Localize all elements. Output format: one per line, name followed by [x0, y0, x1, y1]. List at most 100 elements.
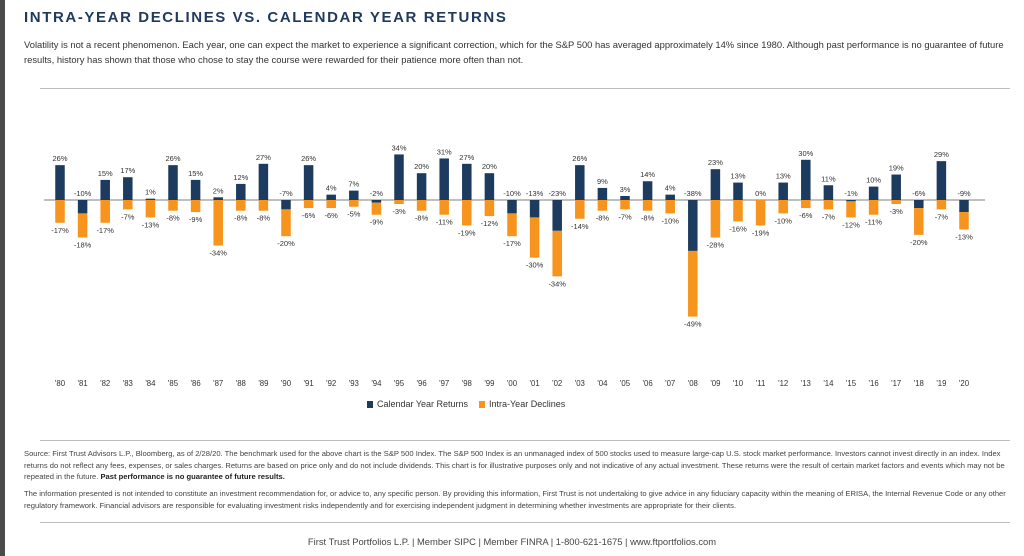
year-label-9: '89 — [258, 379, 268, 388]
decline-label-32: -10% — [774, 216, 792, 225]
return-bar-3 — [123, 177, 133, 200]
return-bar-32 — [778, 182, 788, 200]
year-label-38: '18 — [914, 379, 924, 388]
return-bar-33 — [801, 159, 811, 200]
year-label-13: '93 — [349, 379, 359, 388]
return-bar-18 — [462, 163, 472, 200]
return-label-12: 4% — [326, 184, 337, 193]
decline-label-18: -19% — [458, 228, 476, 237]
decline-label-14: -9% — [370, 218, 384, 227]
decline-bar-34 — [823, 200, 834, 210]
return-bar-7 — [213, 197, 223, 200]
return-label-29: 23% — [708, 158, 723, 167]
decline-bar-33 — [801, 200, 811, 209]
year-label-10: '90 — [281, 379, 292, 388]
return-label-38: -6% — [912, 189, 926, 198]
return-label-26: 14% — [640, 170, 655, 179]
return-bar-36 — [868, 186, 879, 200]
return-label-8: 12% — [233, 173, 248, 182]
decline-bar-6 — [190, 200, 201, 213]
decline-bar-16 — [416, 200, 427, 211]
year-label-11: '91 — [304, 379, 314, 388]
return-bar-11 — [303, 165, 314, 200]
year-label-30: '10 — [733, 379, 744, 388]
return-label-15: 34% — [391, 143, 406, 152]
decline-label-35: -12% — [842, 220, 860, 229]
return-bar-28 — [688, 200, 698, 251]
year-label-35: '15 — [846, 379, 857, 388]
decline-label-19: -12% — [481, 219, 499, 228]
decline-label-33: -6% — [799, 211, 813, 220]
decline-bar-23 — [575, 200, 585, 219]
year-label-16: '96 — [417, 379, 427, 388]
legend-swatch-declines — [479, 401, 485, 408]
return-label-3: 17% — [120, 166, 135, 175]
return-bar-25 — [620, 195, 630, 200]
decline-bar-7 — [213, 200, 223, 246]
return-bar-37 — [891, 174, 901, 200]
return-label-9: 27% — [256, 153, 271, 162]
return-label-33: 30% — [798, 149, 813, 158]
return-label-6: 15% — [188, 169, 203, 178]
decline-bar-12 — [326, 200, 336, 209]
decline-label-23: -14% — [571, 222, 589, 231]
decline-label-3: -7% — [121, 212, 135, 221]
return-label-16: 20% — [414, 162, 429, 171]
year-label-29: '09 — [710, 379, 720, 388]
decline-bar-31 — [755, 200, 766, 226]
year-label-5: '85 — [168, 379, 179, 388]
disclaimer-note: The information presented is not intende… — [24, 489, 1006, 510]
decline-bar-35 — [846, 201, 856, 218]
year-label-12: '92 — [326, 379, 336, 388]
return-bar-10 — [281, 200, 291, 210]
decline-bar-19 — [484, 200, 495, 217]
return-bar-20 — [507, 200, 517, 214]
decline-bar-13 — [349, 200, 359, 207]
year-label-0: '80 — [55, 379, 66, 388]
year-label-17: '97 — [439, 379, 449, 388]
return-label-19: 20% — [482, 162, 497, 171]
return-label-17: 31% — [437, 147, 452, 156]
return-label-35: -1% — [844, 189, 858, 198]
year-label-27: '07 — [665, 379, 675, 388]
decline-bar-3 — [123, 200, 133, 210]
return-bar-2 — [100, 179, 110, 200]
decline-label-2: -17% — [96, 226, 114, 235]
year-label-19: '99 — [484, 379, 494, 388]
decline-bar-0 — [55, 200, 65, 223]
year-label-40: '20 — [959, 379, 970, 388]
page-title: INTRA-YEAR DECLINES VS. CALENDAR YEAR RE… — [24, 9, 508, 26]
return-bar-17 — [439, 158, 449, 200]
decline-label-20: -17% — [503, 239, 521, 248]
return-bar-8 — [236, 183, 246, 200]
return-bar-12 — [326, 194, 336, 200]
return-label-34: 11% — [821, 174, 836, 183]
return-bar-38 — [914, 200, 924, 209]
decline-label-40: -13% — [955, 232, 973, 241]
decline-label-16: -8% — [415, 214, 429, 223]
return-label-0: 26% — [52, 154, 67, 163]
decline-bar-40 — [959, 212, 969, 230]
return-bar-0 — [55, 165, 65, 200]
decline-label-39: -7% — [935, 212, 949, 221]
decline-bar-24 — [597, 200, 608, 211]
year-label-24: '04 — [597, 379, 608, 388]
source-bold-text: Past performance is no guarantee of futu… — [100, 472, 285, 482]
year-label-34: '14 — [823, 379, 834, 388]
return-bar-16 — [416, 173, 427, 200]
decline-bar-36 — [868, 200, 879, 215]
return-label-39: 29% — [934, 150, 949, 159]
year-label-31: '11 — [756, 379, 766, 388]
decline-label-8: -8% — [234, 214, 248, 223]
return-bar-27 — [665, 194, 675, 200]
year-label-4: '84 — [145, 379, 156, 388]
return-label-14: -2% — [370, 189, 384, 198]
return-bar-9 — [258, 163, 269, 200]
decline-label-30: -16% — [729, 224, 747, 233]
return-bar-23 — [575, 165, 585, 200]
decline-bar-37 — [891, 200, 901, 205]
decline-label-26: -8% — [641, 214, 655, 223]
decline-bar-9 — [258, 200, 269, 211]
return-label-32: 13% — [776, 172, 791, 181]
return-label-5: 26% — [165, 154, 180, 163]
